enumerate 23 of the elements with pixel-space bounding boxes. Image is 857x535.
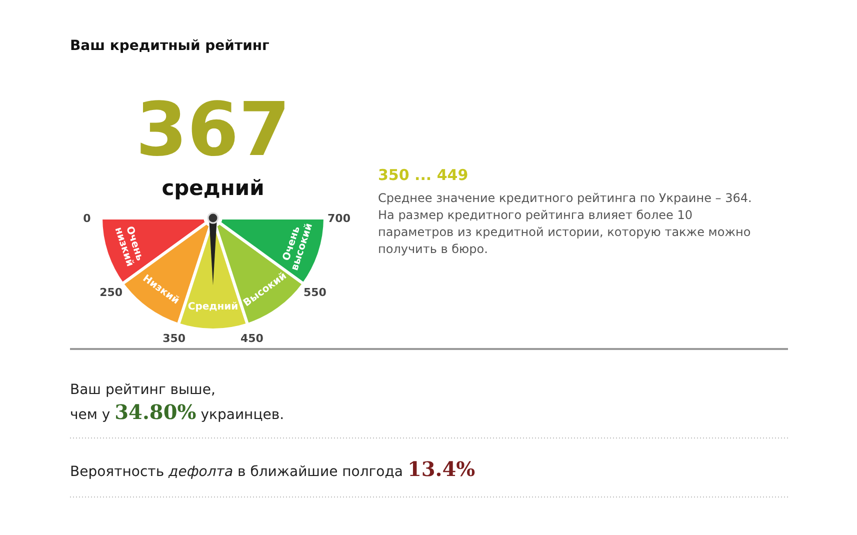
text: 367 — [136, 87, 290, 173]
text: Среднее значение кредитного рейтинга по Украине – 364. — [378, 191, 752, 205]
text: 13.4% — [407, 457, 476, 481]
text: параметров из кредитной истории, которую также можно — [378, 225, 751, 239]
text: средний — [162, 176, 264, 200]
text: 700 — [328, 212, 351, 225]
text: 350 — [162, 332, 186, 345]
text: 350 ... 449 — [378, 166, 468, 184]
text: 450 — [240, 332, 264, 345]
text: На размер кредитного рейтинга влияет более 10 — [378, 208, 693, 222]
slice-label: Средний — [188, 301, 238, 312]
chart-title: Ваш кредитный рейтинг — [70, 38, 270, 54]
text: 0 — [83, 212, 92, 225]
text: 34.80% — [114, 400, 196, 424]
text: дефолта — [168, 464, 234, 480]
text: украинцев. — [196, 407, 284, 423]
text: чем у — [70, 407, 115, 423]
text: Вероятность — [70, 464, 169, 480]
text: 250 — [100, 286, 123, 300]
text: получить в бюро. — [378, 242, 488, 256]
text: 550 — [303, 286, 327, 300]
text: Ваш рейтинг выше, — [70, 382, 216, 398]
text: в ближайшие полгода — [233, 464, 408, 480]
